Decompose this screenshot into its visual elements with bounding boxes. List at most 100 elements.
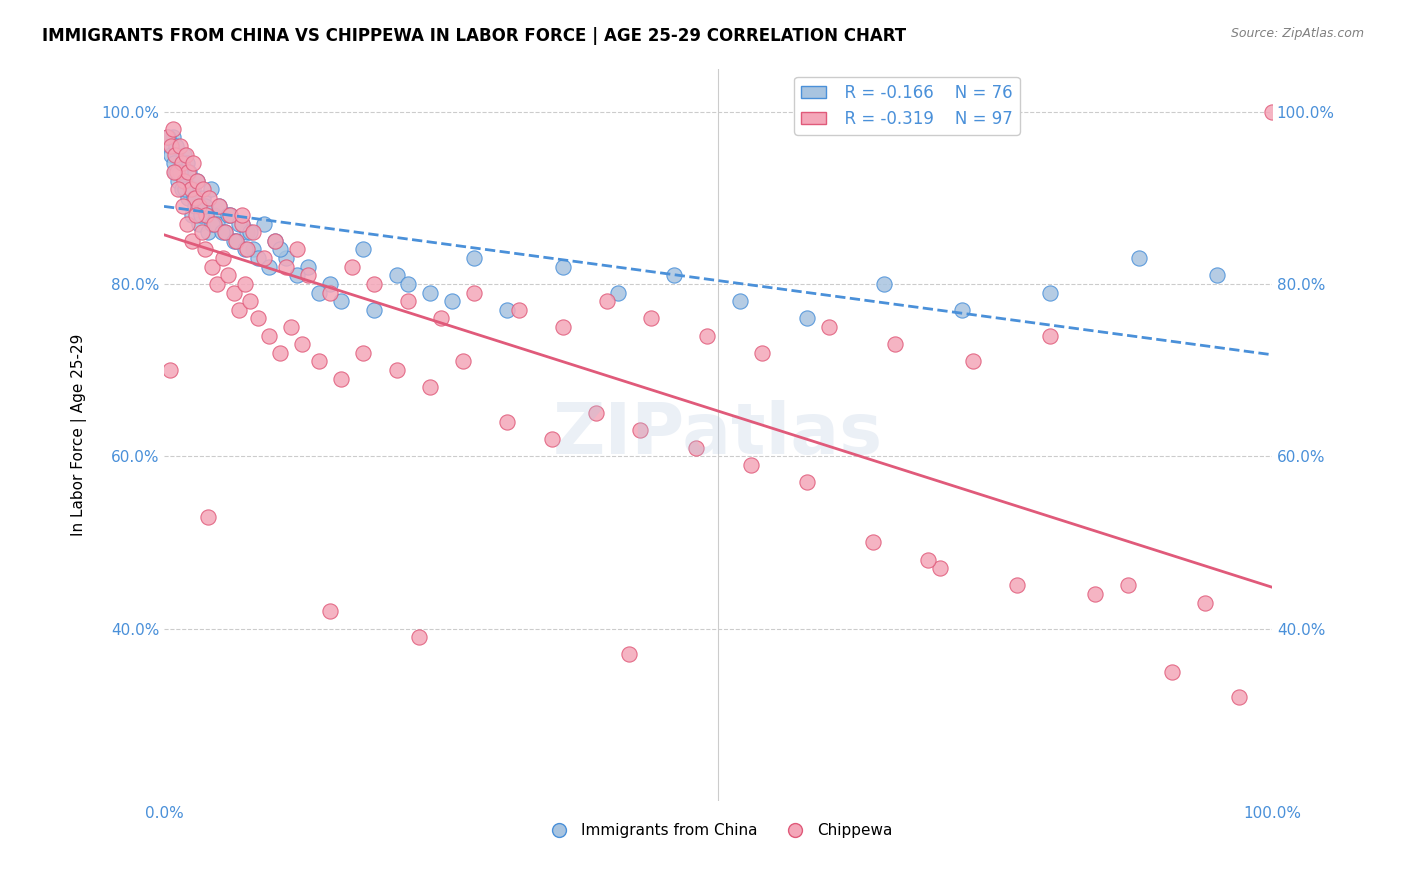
Point [159,147,181,161]
Text: Source: ZipAtlas.com: Source: ZipAtlas.com [1230,27,1364,40]
Point [195,208,218,222]
Point [396,277,419,291]
Point [917,552,939,566]
Point [181,156,204,170]
Point [166,165,188,179]
Point [180,234,202,248]
Point [180,208,202,222]
Text: ZIPatlas: ZIPatlas [553,401,883,469]
Point [239,225,262,239]
Point [796,475,818,489]
Point [1128,251,1150,265]
Point [551,260,574,274]
Legend: Immigrants from China, Chippewa: Immigrants from China, Chippewa [537,817,898,845]
Point [352,346,374,360]
Point [269,243,291,257]
Point [319,277,342,291]
Point [211,225,233,239]
Point [363,277,385,291]
Point [191,182,214,196]
Point [291,337,314,351]
Point [205,217,228,231]
Point [330,294,353,309]
Point [330,372,353,386]
Point [163,156,186,170]
Point [817,320,839,334]
Point [247,251,270,265]
Point [225,234,247,248]
Point [751,346,773,360]
Point [177,165,200,179]
Point [169,139,191,153]
Point [242,243,264,257]
Point [219,208,242,222]
Point [177,191,200,205]
Point [236,243,259,257]
Point [219,208,242,222]
Point [308,354,330,368]
Point [169,165,191,179]
Point [202,217,225,231]
Point [540,432,562,446]
Point [508,302,530,317]
Point [269,346,291,360]
Point [1261,104,1284,119]
Point [205,277,228,291]
Point [352,243,374,257]
Point [257,328,280,343]
Point [201,260,224,274]
Point [463,285,485,300]
Point [165,139,187,153]
Point [208,199,231,213]
Point [408,630,430,644]
Point [596,294,619,309]
Point [202,208,225,222]
Point [167,182,190,196]
Point [176,217,198,231]
Point [662,268,685,283]
Point [1084,587,1107,601]
Point [1005,578,1028,592]
Point [233,243,256,257]
Point [257,260,280,274]
Point [214,225,236,239]
Point [385,268,408,283]
Point [159,363,181,377]
Point [159,139,181,153]
Point [186,173,208,187]
Point [280,320,302,334]
Point [263,234,285,248]
Point [640,311,662,326]
Point [239,294,262,309]
Point [159,139,181,153]
Point [607,285,630,300]
Point [194,199,217,213]
Point [186,173,208,187]
Point [1227,690,1250,705]
Point [242,225,264,239]
Point [231,208,253,222]
Point [190,225,212,239]
Point [451,354,474,368]
Point [225,234,247,248]
Point [165,147,187,161]
Point [180,182,202,196]
Point [208,199,231,213]
Point [685,441,707,455]
Point [195,208,218,222]
Point [274,251,297,265]
Point [1205,268,1227,283]
Point [628,424,651,438]
Point [274,260,297,274]
Point [419,285,441,300]
Point [198,191,221,205]
Point [156,130,179,145]
Point [263,234,285,248]
Point [174,173,197,187]
Point [396,294,419,309]
Point [233,277,256,291]
Point [197,225,219,239]
Point [285,268,308,283]
Point [228,302,250,317]
Point [1039,285,1062,300]
